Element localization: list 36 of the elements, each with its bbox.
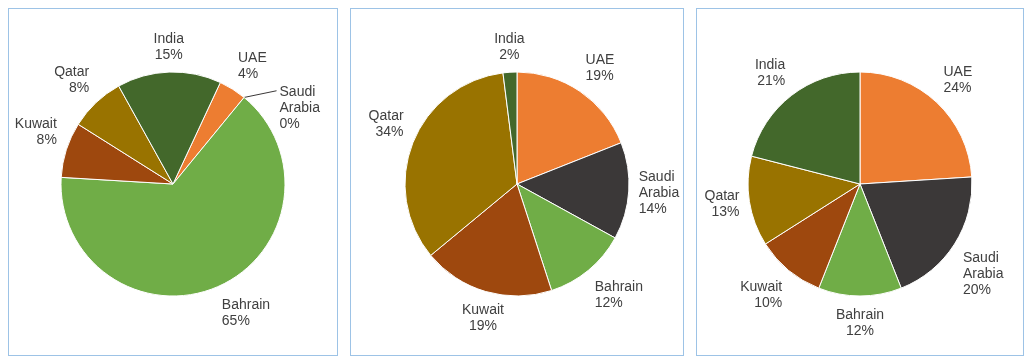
slice-label: India	[754, 55, 786, 72]
slice-label: Qatar	[368, 107, 404, 124]
data-label: 65%	[221, 311, 250, 328]
data-label: 14%	[638, 199, 667, 216]
slice-label: Saudi Arabia	[638, 167, 680, 200]
slice-label: UAE	[943, 63, 973, 80]
data-label: 19%	[585, 67, 614, 84]
legend-label: Saudi Arabia	[279, 82, 321, 115]
data-label: 8%	[68, 79, 90, 96]
slice-label: India	[153, 30, 185, 47]
data-label: 15%	[154, 46, 183, 63]
data-label: 8%	[36, 130, 57, 147]
slice-label: Bahrain	[594, 278, 644, 294]
data-label: 10%	[754, 294, 783, 310]
slice-label: Qatar	[704, 187, 740, 204]
data-label: 24%	[943, 79, 972, 96]
slice-label: Kuwait	[740, 278, 783, 294]
data-label: 13%	[711, 203, 740, 220]
slice-label: UAE	[585, 51, 615, 68]
data-label: 4%	[238, 64, 259, 81]
data-label: 2%	[499, 46, 520, 63]
data-label: 20%	[963, 281, 992, 298]
data-label: 19%	[468, 317, 497, 334]
text: 0%	[279, 114, 300, 131]
slice-label: Bahrain	[835, 306, 885, 322]
slice-label: Kuwait	[461, 301, 505, 318]
data-label: 12%	[594, 294, 623, 310]
data-label: 34%	[375, 123, 404, 140]
slice-label: Saudi Arabia	[963, 249, 1004, 282]
data-label: 21%	[757, 71, 786, 88]
slice-label: Bahrain	[221, 295, 271, 312]
slice-label: UAE	[238, 48, 267, 65]
slice-label: Qatar	[54, 63, 90, 80]
data-label: 12%	[845, 322, 875, 338]
slice-label: Kuwait	[14, 114, 57, 131]
slice-label: India	[494, 30, 525, 47]
